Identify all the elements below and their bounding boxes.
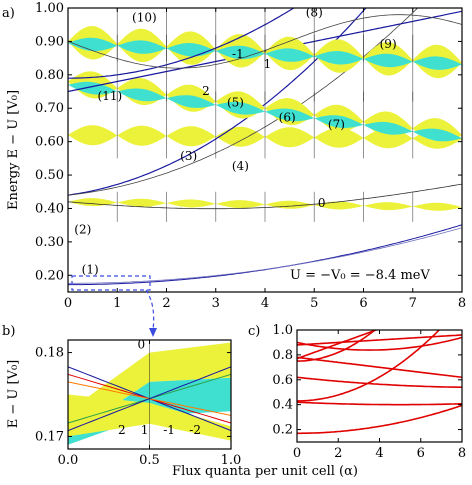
band-label: 2 [202, 84, 210, 98]
y-tick-label: 0.8 [272, 348, 293, 363]
x-tick-label: 8 [458, 296, 466, 311]
y-tick-label: 0.50 [35, 168, 64, 183]
panel-a-ticks: 0 1 2 3 4 5 6 7 8 0.20 0.30 0.40 0.50 0.60 0.70 0.80 0.9… [35, 1, 466, 311]
panel-a-plot-area [68, 8, 462, 286]
panel-a-bands [68, 8, 462, 286]
band-label: 0 [318, 196, 326, 210]
y-tick-label: 0.60 [35, 135, 64, 150]
y-tick-label: 0.80 [35, 68, 64, 83]
curve-4 [297, 376, 462, 388]
band-label: (1) [82, 263, 99, 277]
x-tick-label: 2 [334, 446, 342, 461]
panel-a-annotation: U = −V₀ = −8.4 meV [290, 268, 430, 283]
band-label: (2) [74, 223, 91, 237]
panel-label-a: a) [2, 6, 15, 21]
x-tick-label: 4 [375, 446, 383, 461]
curve-2 [297, 401, 462, 406]
curve-8 [297, 330, 379, 360]
panel-label-c: c) [248, 324, 260, 339]
x-tick-label: 0 [64, 296, 72, 311]
curve-9 [297, 334, 462, 346]
panel-b-plot-area [68, 340, 231, 449]
y-tick-label: 0.70 [35, 101, 64, 116]
band-label: -1 [163, 423, 175, 437]
x-tick-label: 6 [417, 446, 425, 461]
band-2-fill [68, 198, 462, 211]
y-tick-label: 0.6 [272, 373, 293, 388]
y-tick-label: 0.20 [35, 268, 64, 283]
y-tick-label: 0.18 [35, 346, 64, 361]
panel-c-lines [297, 330, 462, 435]
x-tick-label: 2 [162, 296, 170, 311]
panel-label-b: b) [2, 324, 15, 339]
y-tick-label: 0.30 [35, 235, 64, 250]
band-label: 2 [118, 423, 126, 437]
y-tick-label: 0.90 [35, 34, 64, 49]
band-label: (6) [279, 111, 296, 125]
x-tick-label: 0.5 [139, 453, 160, 468]
band-label: (8) [306, 5, 323, 19]
panel-c-plot-area [297, 330, 462, 435]
panel-b: 0.0 0.5 1.0 0.17 0.18 0 2 1 -1 -2 E − U [V₀] [6, 337, 241, 468]
y-tick-label: 0.4 [272, 398, 293, 413]
band-label: (10) [132, 10, 157, 24]
panel-b-bands [68, 340, 231, 449]
zoom-box [71, 275, 151, 291]
x-tick-label: 8 [458, 446, 466, 461]
y-tick-label: 0.40 [35, 201, 64, 216]
panel-a: 0 1 2 3 4 5 6 7 8 0.20 0.30 0.40 0.50 0.60 0.70 0.80 0.9… [6, 1, 466, 311]
band-label: 0 [138, 337, 146, 351]
x-axis-label: Flux quanta per unit cell (α) [172, 464, 358, 479]
curve-1 [297, 404, 462, 435]
band-label: (5) [227, 96, 244, 110]
band-label: 1 [141, 423, 149, 437]
x-tick-label: 5 [310, 296, 318, 311]
band-8-core [68, 37, 462, 70]
band-label: (3) [180, 149, 197, 163]
band-label: (7) [328, 117, 345, 131]
panel-b-band-labels: 0 2 1 -1 -2 [118, 337, 201, 437]
curve-3 [297, 330, 441, 402]
curve-7 [297, 336, 462, 351]
panel-c-ticks: 0 2 4 6 8 0.2 0.4 0.6 0.8 1.0 [272, 323, 466, 461]
landau-level-0b [68, 227, 462, 284]
zoom-arrow-head [149, 328, 157, 337]
fan-yellow-upper [68, 342, 231, 437]
x-tick-label: 1 [113, 296, 121, 311]
y-tick-label: 1.00 [35, 1, 64, 16]
x-tick-label: 1.0 [221, 453, 242, 468]
x-tick-label: 6 [359, 296, 367, 311]
y-tick-label: 1.0 [272, 323, 293, 338]
band-label: (9) [380, 37, 397, 51]
band-label: (4) [232, 159, 249, 173]
panel-a-y-axis-label: Energy E − U [V₀] [6, 90, 21, 210]
panel-c: 0 2 4 6 8 0.2 0.4 0.6 0.8 1.0 [272, 323, 466, 461]
band-label: (11) [98, 89, 123, 103]
band-label: 1 [264, 57, 272, 71]
y-tick-label: 0.17 [35, 429, 64, 444]
panel-b-y-axis-label: E − U [V₀] [6, 360, 21, 428]
curve-5 [297, 330, 377, 362]
panel-b-ticks: 0.0 0.5 1.0 0.17 0.18 [35, 340, 241, 468]
x-tick-label: 4 [261, 296, 269, 311]
y-tick-label: 0.2 [272, 423, 293, 438]
x-tick-label: 0.0 [58, 453, 79, 468]
x-tick-label: 3 [212, 296, 220, 311]
x-tick-label: 7 [409, 296, 417, 311]
curve-6 [297, 356, 462, 379]
band-label: -1 [232, 47, 244, 61]
x-tick-label: 0 [293, 446, 301, 461]
band-label: -2 [189, 423, 201, 437]
zoom-arrow [145, 289, 155, 331]
panel-a-band-labels: (1) (2) (3) (4) (5) (6) (7) (8) (9) (10) (11) 0 -1 1 2 [74, 5, 396, 276]
